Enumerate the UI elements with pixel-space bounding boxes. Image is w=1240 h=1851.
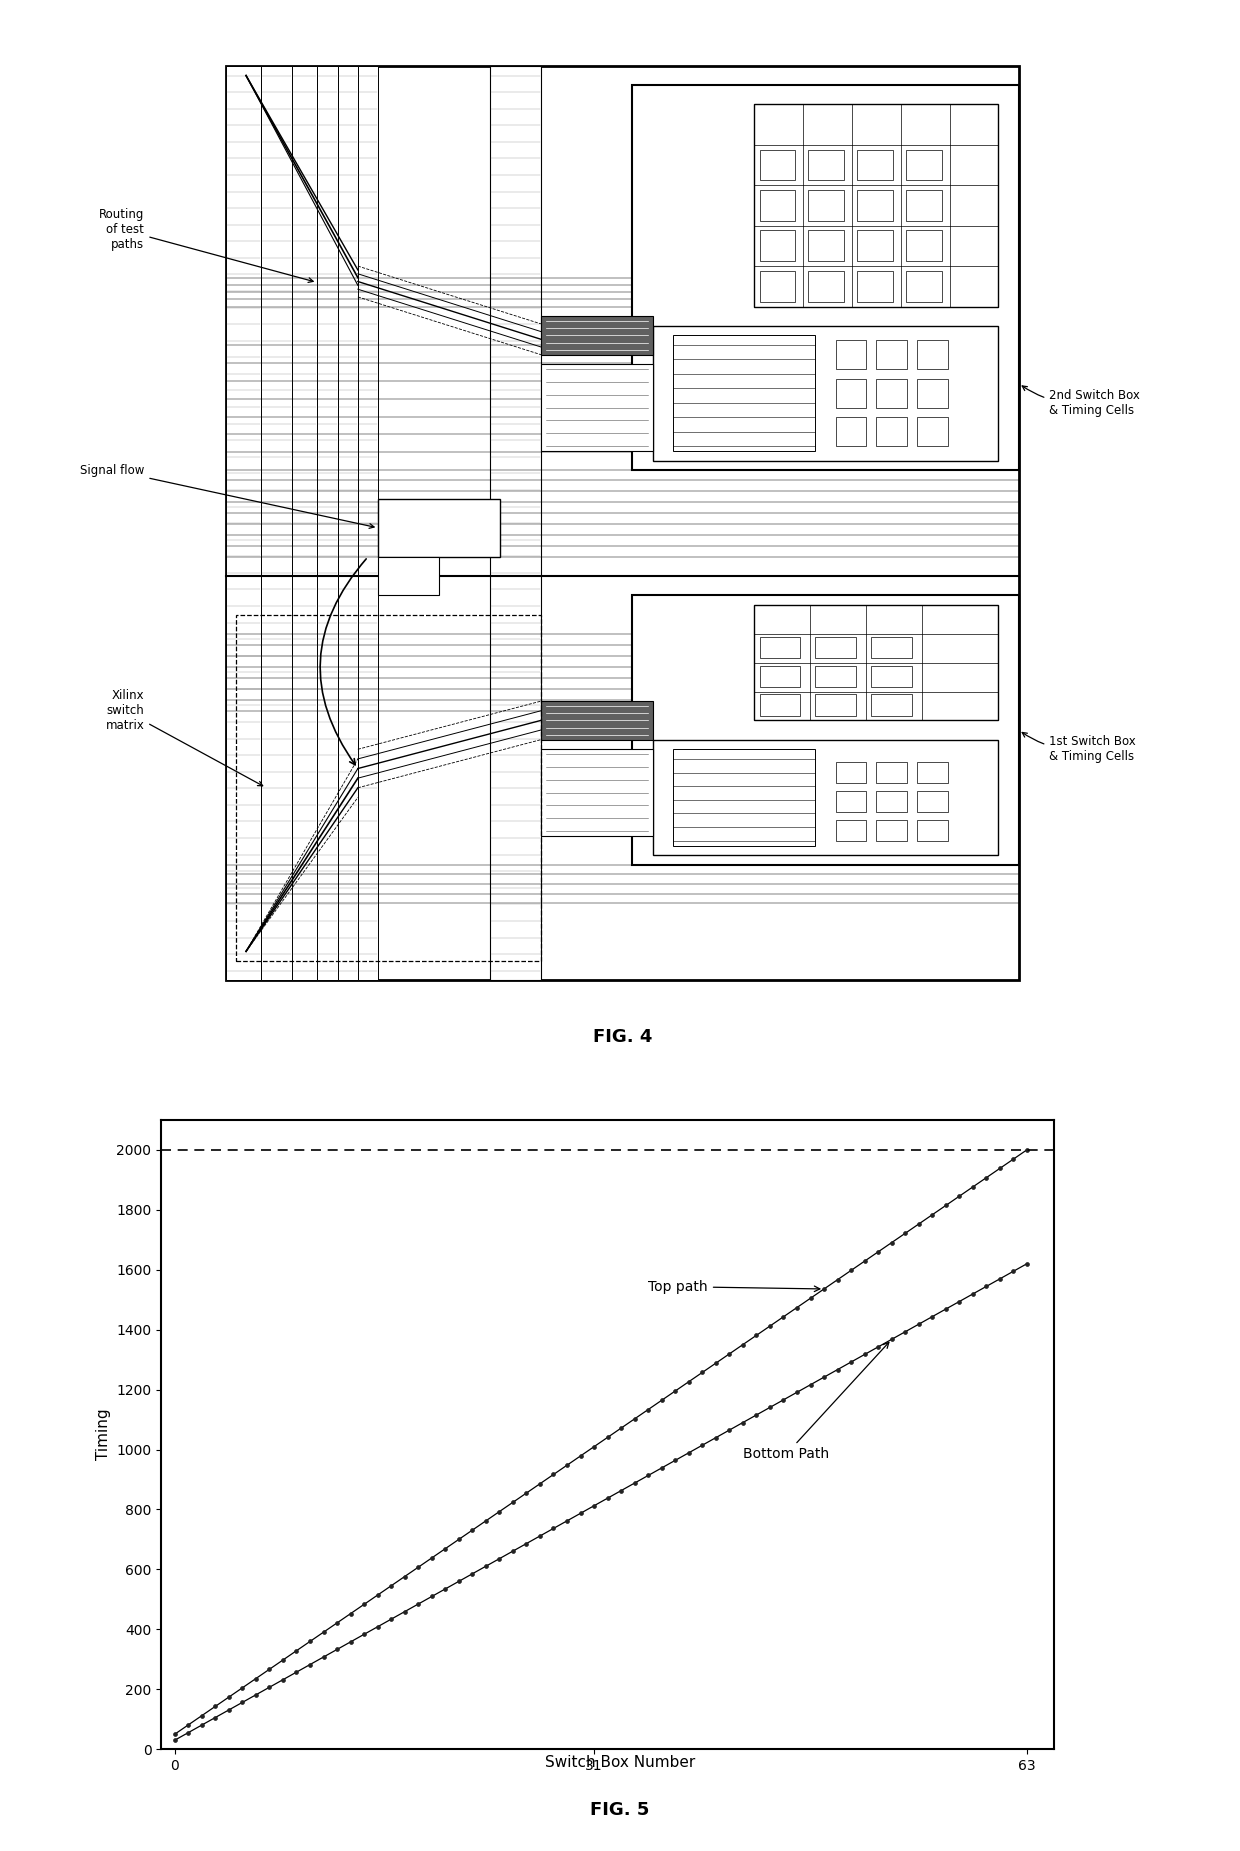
Text: FIG. 4: FIG. 4 xyxy=(593,1029,652,1046)
Bar xyxy=(291,67,317,981)
Bar xyxy=(262,67,291,981)
Bar xyxy=(317,67,337,981)
Bar xyxy=(836,341,867,368)
Bar xyxy=(857,270,893,302)
Bar xyxy=(918,820,947,840)
Bar xyxy=(906,270,941,302)
Bar xyxy=(541,750,652,837)
Bar xyxy=(378,557,439,596)
Y-axis label: Timing: Timing xyxy=(95,1409,110,1460)
Bar xyxy=(759,666,800,687)
Bar xyxy=(759,150,795,180)
Bar xyxy=(918,763,947,783)
Bar xyxy=(632,596,1019,864)
Bar xyxy=(541,365,652,452)
Text: Bottom Path: Bottom Path xyxy=(743,1342,889,1462)
Bar xyxy=(877,820,906,840)
Bar xyxy=(759,191,795,220)
Text: Signal flow: Signal flow xyxy=(79,463,374,528)
Bar xyxy=(918,341,947,368)
Bar xyxy=(754,104,998,307)
Bar xyxy=(872,637,911,657)
Bar xyxy=(759,694,800,716)
Bar xyxy=(358,67,378,981)
Bar xyxy=(857,231,893,261)
Text: Switch Box Number: Switch Box Number xyxy=(544,1755,696,1770)
Bar xyxy=(808,231,844,261)
Bar xyxy=(857,191,893,220)
Bar xyxy=(836,379,867,407)
Bar xyxy=(877,790,906,813)
Bar xyxy=(652,326,998,461)
Bar xyxy=(808,191,844,220)
Bar xyxy=(632,85,1019,470)
Bar xyxy=(877,341,906,368)
Text: 1st Switch Box
& Timing Cells: 1st Switch Box & Timing Cells xyxy=(1022,733,1136,763)
Text: Routing
of test
paths: Routing of test paths xyxy=(99,207,314,283)
Bar xyxy=(652,740,998,855)
Bar xyxy=(541,317,652,355)
Bar xyxy=(337,67,358,981)
Bar xyxy=(808,270,844,302)
Bar xyxy=(816,694,856,716)
Bar xyxy=(816,637,856,657)
Bar xyxy=(877,763,906,783)
Bar xyxy=(877,379,906,407)
Bar xyxy=(226,67,262,981)
Bar xyxy=(836,416,867,446)
Bar xyxy=(673,335,816,452)
Text: FIG. 5: FIG. 5 xyxy=(590,1801,650,1820)
Bar xyxy=(226,67,1019,981)
Bar xyxy=(836,763,867,783)
Bar xyxy=(906,191,941,220)
Text: Xilinx
switch
matrix: Xilinx switch matrix xyxy=(105,689,263,787)
Bar xyxy=(836,790,867,813)
Bar xyxy=(906,150,941,180)
Bar xyxy=(673,750,816,846)
Bar xyxy=(872,694,911,716)
Text: 2nd Switch Box
& Timing Cells: 2nd Switch Box & Timing Cells xyxy=(1022,385,1140,416)
Bar xyxy=(754,605,998,720)
Bar xyxy=(872,666,911,687)
Text: Top path: Top path xyxy=(649,1279,820,1294)
Bar xyxy=(918,416,947,446)
Bar xyxy=(759,231,795,261)
Bar xyxy=(378,500,500,557)
Bar xyxy=(918,790,947,813)
Bar xyxy=(836,820,867,840)
Bar xyxy=(906,231,941,261)
Bar xyxy=(541,702,652,740)
Bar xyxy=(857,150,893,180)
Bar xyxy=(236,615,541,961)
Bar xyxy=(816,666,856,687)
Bar xyxy=(808,150,844,180)
Bar xyxy=(877,416,906,446)
Bar xyxy=(759,637,800,657)
Bar xyxy=(490,67,541,981)
Bar xyxy=(759,270,795,302)
Bar xyxy=(918,379,947,407)
